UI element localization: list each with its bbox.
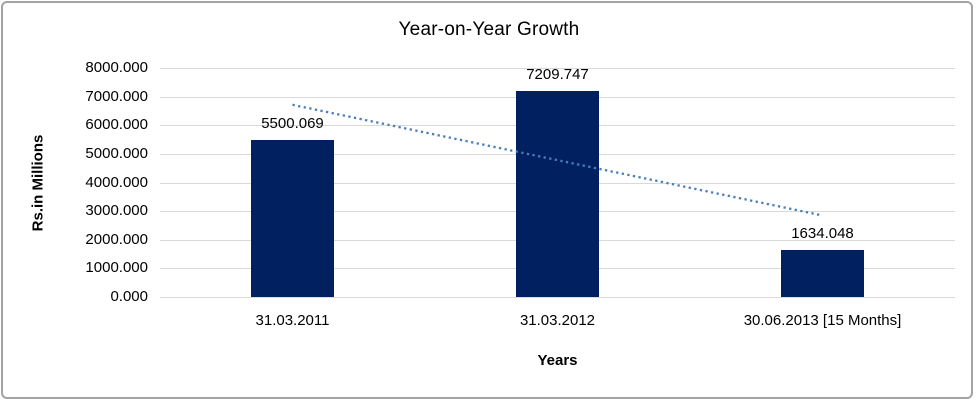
y-tick-label: 4000.000: [85, 173, 148, 191]
bar: [781, 250, 864, 297]
y-tick-label: 7000.000: [85, 87, 148, 105]
bar-value-label: 1634.048: [791, 225, 854, 243]
bar: [251, 139, 334, 297]
y-tick-label: 8000.000: [85, 59, 148, 76]
x-tick-label: 31.03.2012: [519, 312, 596, 329]
y-tick-label: 0.000: [110, 288, 148, 305]
x-tick-label: 30.06.2013 [15 Months]: [743, 312, 902, 329]
chart-title: Year-on-Year Growth: [398, 19, 580, 40]
x-tick-label: 31.03.2011: [255, 312, 330, 329]
bar-value-label: 5500.069: [261, 114, 324, 132]
gridline: [160, 297, 955, 298]
y-tick-label: 3000.000: [85, 202, 148, 220]
y-tick-label: 6000.000: [85, 116, 148, 134]
gridline: [160, 68, 955, 69]
y-tick-label: 2000.000: [85, 230, 148, 248]
y-tick-label: 1000.000: [85, 259, 148, 277]
bar-value-label: 7209.747: [526, 65, 589, 83]
bar: [516, 90, 599, 297]
x-axis-title: Years: [537, 352, 578, 369]
y-tick-label: 5000.000: [85, 144, 148, 162]
